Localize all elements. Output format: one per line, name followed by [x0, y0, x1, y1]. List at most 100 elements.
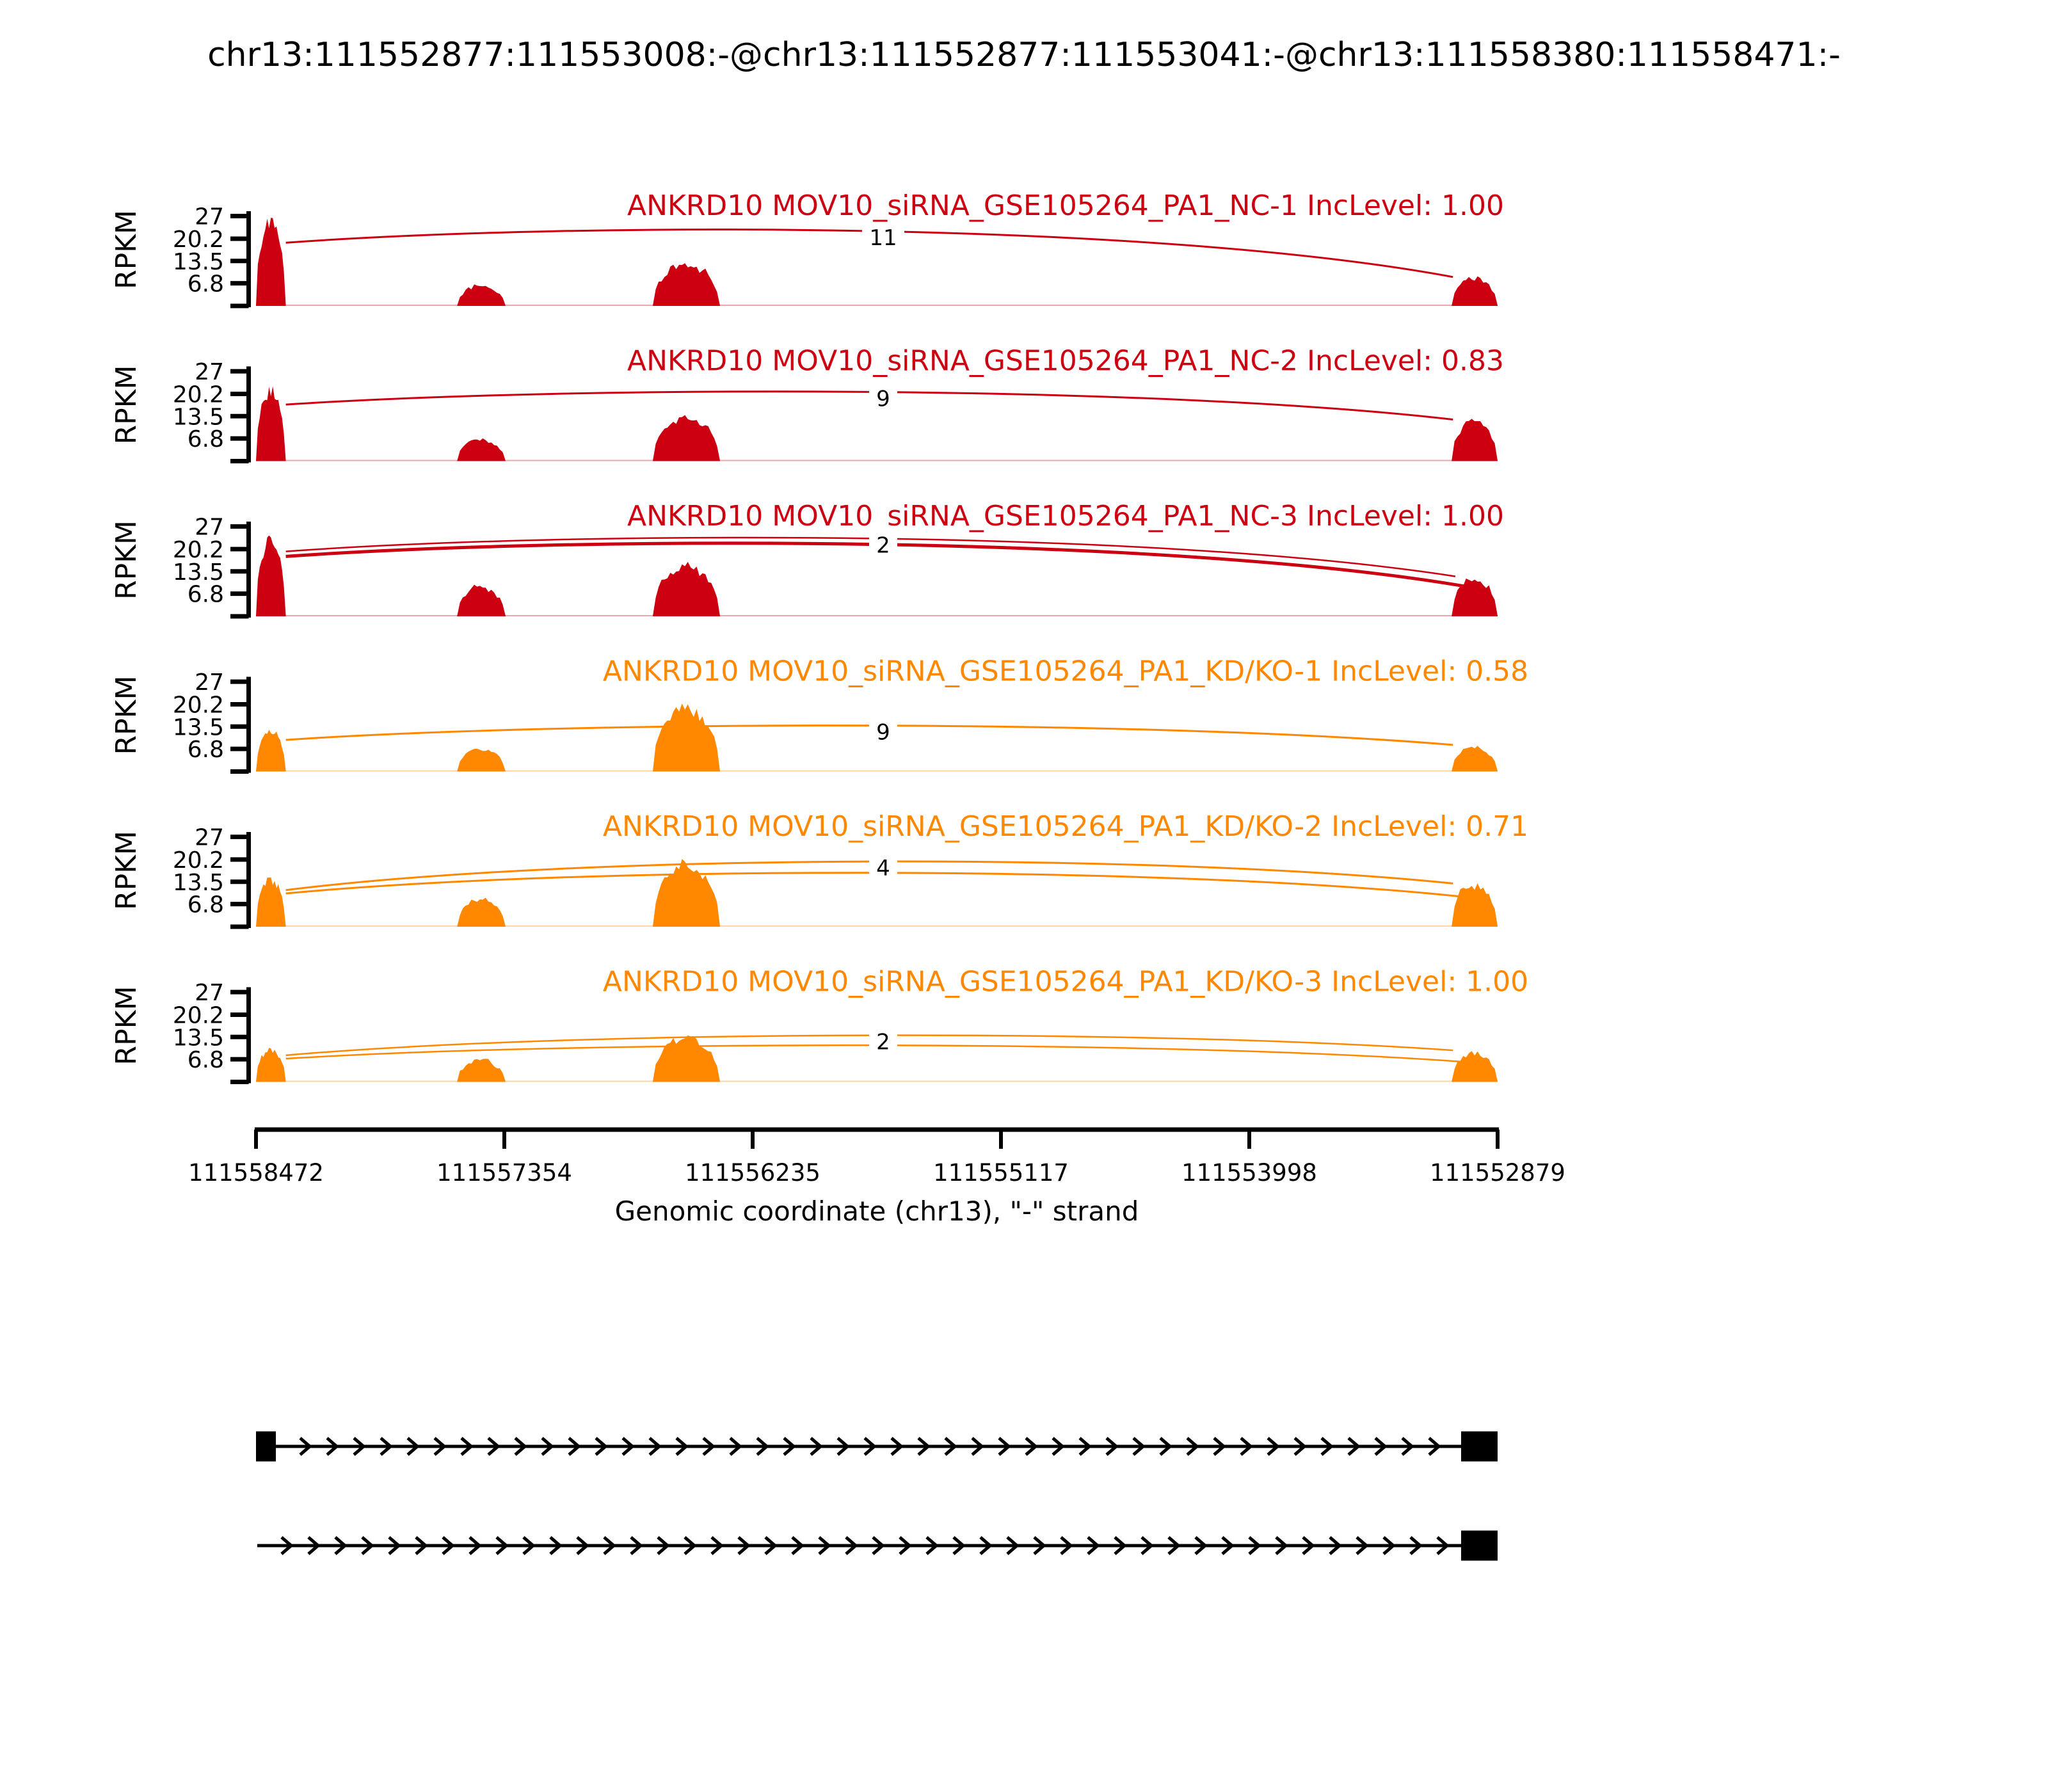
junction-read-count: 9	[876, 386, 890, 412]
arrow-chevron-icon	[549, 1536, 563, 1555]
arrow-chevron-icon	[603, 1536, 616, 1555]
arrow-chevron-icon	[621, 1437, 635, 1456]
y-tick-label: 20.2	[173, 1002, 224, 1028]
coverage-peak	[457, 748, 506, 772]
arrow-chevron-icon	[1025, 1437, 1038, 1456]
arrow-chevron-icon	[764, 1536, 778, 1555]
arrow-chevron-icon	[1105, 1437, 1119, 1456]
arrow-chevron-icon	[415, 1536, 428, 1555]
track-title: ANKRD10 MOV10_siRNA_GSE105264_PA1_KD/KO-…	[603, 810, 1528, 843]
coverage-peak	[256, 877, 286, 927]
arrow-chevron-icon	[468, 1536, 482, 1555]
arrow-chevron-icon	[818, 1536, 831, 1555]
arrow-chevron-icon	[630, 1536, 643, 1555]
y-axis-title: RPKM	[110, 520, 143, 600]
arrow-chevron-icon	[657, 1536, 670, 1555]
arrow-chevron-icon	[388, 1536, 401, 1555]
coverage-peak	[653, 1035, 720, 1082]
arrow-chevron-icon	[380, 1437, 393, 1456]
junction-read-count: 2	[876, 1030, 890, 1055]
arrow-chevron-icon	[1087, 1536, 1100, 1555]
y-axis-title: RPKM	[110, 831, 143, 910]
arrow-chevron-icon	[1347, 1437, 1361, 1456]
junction-read-count: 2	[876, 532, 890, 558]
arrow-chevron-icon	[541, 1437, 554, 1456]
x-tick-label: 111555117	[933, 1159, 1069, 1187]
arrow-chevron-icon	[361, 1536, 374, 1555]
arrow-chevron-icon	[675, 1437, 689, 1456]
y-tick-label: 27	[195, 980, 224, 1006]
arrow-chevron-icon	[280, 1536, 294, 1555]
arrow-chevron-icon	[1320, 1437, 1334, 1456]
x-tick-label: 111557354	[436, 1159, 572, 1187]
y-tick-label: 6.8	[188, 271, 224, 298]
y-tick-label: 6.8	[188, 1047, 224, 1073]
arrow-chevron-icon	[307, 1536, 321, 1555]
strand-arrows	[280, 1536, 1450, 1555]
arrow-chevron-icon	[433, 1437, 447, 1456]
y-axis-title: RPKM	[110, 210, 143, 289]
y-tick-label: 13.5	[173, 404, 224, 430]
coverage-peak	[1452, 276, 1498, 306]
arrow-chevron-icon	[1356, 1536, 1369, 1555]
arrow-chevron-icon	[791, 1536, 804, 1555]
arrow-chevron-icon	[487, 1437, 500, 1456]
arrow-chevron-icon	[684, 1536, 697, 1555]
arrow-chevron-icon	[595, 1437, 608, 1456]
arrow-chevron-icon	[737, 1536, 751, 1555]
coverage-peak	[653, 263, 720, 306]
x-tick-label: 111553998	[1181, 1159, 1317, 1187]
arrow-chevron-icon	[1329, 1536, 1342, 1555]
strand-arrows	[299, 1437, 1441, 1456]
coverage-peak	[256, 386, 286, 461]
arrow-chevron-icon	[899, 1536, 912, 1555]
coverage-peak	[457, 1059, 506, 1082]
arrow-chevron-icon	[576, 1536, 589, 1555]
arrow-chevron-icon	[783, 1437, 796, 1456]
arrow-chevron-icon	[872, 1536, 885, 1555]
arrow-chevron-icon	[836, 1437, 850, 1456]
arrow-chevron-icon	[1078, 1437, 1092, 1456]
arrow-chevron-icon	[729, 1437, 742, 1456]
coverage-peak	[457, 897, 506, 927]
coverage-peak	[1452, 578, 1498, 616]
arrow-chevron-icon	[1221, 1536, 1235, 1555]
y-tick-label: 27	[195, 359, 224, 385]
arrow-chevron-icon	[952, 1536, 966, 1555]
arrow-chevron-icon	[1275, 1536, 1288, 1555]
arrow-chevron-icon	[1409, 1536, 1423, 1555]
y-tick-label: 20.2	[173, 381, 224, 408]
y-tick-label: 13.5	[173, 714, 224, 740]
y-tick-label: 27	[195, 515, 224, 541]
junction-label-gap	[869, 383, 897, 413]
arrow-chevron-icon	[1033, 1536, 1046, 1555]
coverage-peak	[256, 730, 286, 772]
arrow-chevron-icon	[1302, 1536, 1315, 1555]
x-axis: 111558472 111557354 111556235 111555117 1115…	[188, 1127, 1565, 1187]
x-tick-label: 111552879	[1430, 1159, 1565, 1187]
arrow-chevron-icon	[522, 1536, 536, 1555]
track-title: ANKRD10 MOV10_siRNA_GSE105264_PA1_NC-2 I…	[627, 345, 1504, 378]
arrow-chevron-icon	[568, 1437, 581, 1456]
arrow-chevron-icon	[1159, 1437, 1172, 1456]
arrow-chevron-icon	[810, 1437, 823, 1456]
arrow-chevron-icon	[1213, 1437, 1226, 1456]
arrow-chevron-icon	[710, 1536, 724, 1555]
arrow-chevron-icon	[925, 1536, 939, 1555]
junction-read-count: 11	[869, 225, 897, 251]
arrow-chevron-icon	[1248, 1536, 1261, 1555]
arrow-chevron-icon	[299, 1437, 312, 1456]
arrow-chevron-icon	[406, 1437, 420, 1456]
arrow-chevron-icon	[1267, 1437, 1280, 1456]
y-tick-label: 6.8	[188, 892, 224, 918]
arrow-chevron-icon	[1186, 1437, 1199, 1456]
arrow-chevron-icon	[845, 1536, 858, 1555]
arrow-chevron-icon	[756, 1437, 769, 1456]
arrow-chevron-icon	[514, 1437, 527, 1456]
arrow-chevron-icon	[863, 1437, 877, 1456]
